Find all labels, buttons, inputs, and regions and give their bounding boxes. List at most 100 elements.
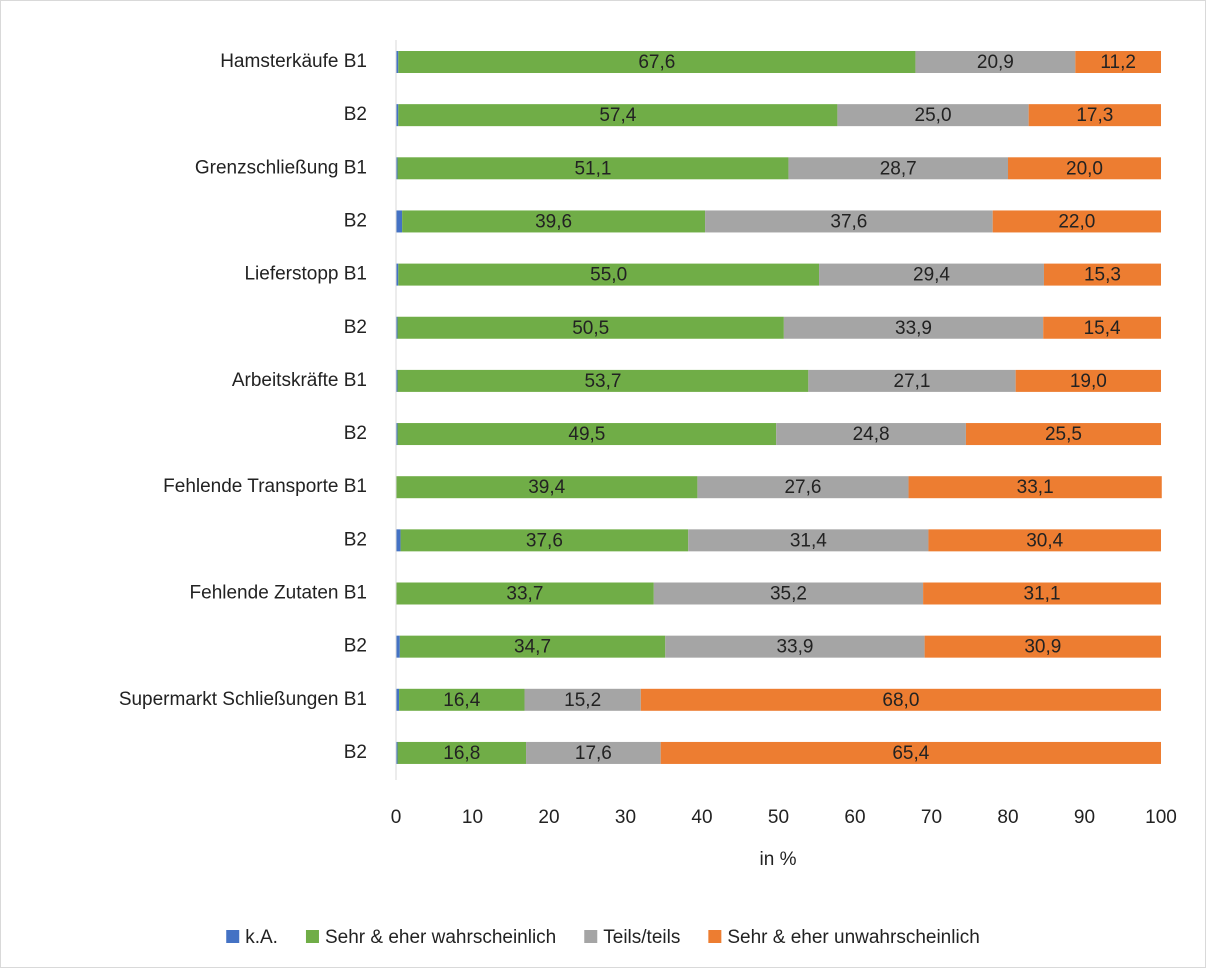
data-label: 33,9 (776, 637, 813, 658)
bar-segment (396, 423, 398, 446)
x-tick-label: 10 (462, 807, 483, 828)
y-tick-label: Hamsterkäufe B1 (220, 51, 367, 72)
bar-segment (908, 476, 1162, 499)
data-label: 37,6 (830, 211, 867, 232)
bar-segment (1043, 316, 1161, 339)
x-axis-label: in % (760, 849, 797, 870)
bar-segment (1015, 369, 1161, 392)
bar-segment (399, 635, 666, 658)
bar-segment (1028, 104, 1161, 127)
data-label: 31,4 (790, 530, 827, 551)
bar-segment (402, 210, 706, 233)
bar-segment (783, 316, 1044, 339)
x-tick-label: 80 (997, 807, 1018, 828)
data-label: 68,0 (882, 690, 919, 711)
bar-segment (396, 741, 398, 764)
bar-segment (397, 741, 527, 764)
data-label: 15,2 (564, 690, 601, 711)
bar-segment (923, 582, 1161, 605)
bar-segment (397, 157, 789, 180)
data-label: 11,2 (1100, 52, 1136, 73)
bar-segment (660, 741, 1161, 764)
data-label: 33,7 (506, 584, 543, 605)
legend-label: Sehr & eher unwahrscheinlich (727, 927, 979, 948)
x-tick-label: 70 (921, 807, 942, 828)
bar-segment (399, 688, 525, 711)
bar-segment (705, 210, 993, 233)
bar-segment (924, 635, 1161, 658)
bar-segment (396, 104, 399, 127)
bar-segment (398, 51, 916, 73)
data-label: 49,5 (568, 424, 605, 445)
data-label: 39,6 (535, 211, 572, 232)
data-label: 34,7 (514, 637, 551, 658)
legend-marker (584, 930, 598, 943)
bar-segment (398, 104, 838, 127)
legend-label: Teils/teils (603, 927, 680, 948)
bar-segment (398, 263, 820, 286)
bar-segment (1075, 51, 1161, 73)
y-tick-label: B2 (344, 742, 367, 763)
data-label: 28,7 (880, 158, 917, 179)
bar-segment (776, 423, 966, 446)
legend-label: k.A. (245, 927, 278, 948)
data-label: 16,8 (443, 743, 480, 764)
x-tick-label: 50 (768, 807, 789, 828)
bar-segment (396, 263, 399, 286)
y-tick-label: Fehlende Transporte B1 (163, 476, 367, 497)
bar-segment (397, 423, 777, 446)
data-label: 65,4 (892, 743, 929, 764)
bar-segment (396, 529, 401, 552)
x-tick-label: 90 (1074, 807, 1095, 828)
y-tick-label: Arbeitskräfte B1 (232, 370, 367, 391)
x-tick-label: 100 (1145, 807, 1177, 828)
data-label: 67,6 (638, 52, 675, 73)
bar-segment (788, 157, 1008, 180)
data-label: 20,0 (1066, 158, 1103, 179)
data-label: 15,3 (1084, 265, 1121, 286)
data-label: 33,1 (1017, 477, 1054, 498)
data-label: 19,0 (1070, 371, 1107, 392)
x-tick-label: 40 (691, 807, 712, 828)
bar-segment (526, 741, 661, 764)
x-tick-label: 20 (538, 807, 559, 828)
bar-segment (396, 635, 400, 658)
bar-segment (819, 263, 1044, 286)
bar-segment (665, 635, 925, 658)
data-label: 37,6 (526, 530, 563, 551)
data-label: 25,5 (1045, 424, 1082, 445)
legend-label: Sehr & eher wahrscheinlich (325, 927, 556, 948)
y-tick-label: B2 (344, 423, 367, 444)
y-tick-label: B2 (344, 104, 367, 125)
data-label: 51,1 (574, 158, 611, 179)
data-label: 17,6 (575, 743, 612, 764)
legend-marker (305, 930, 319, 943)
bar-segment (397, 369, 809, 392)
legend-marker (708, 930, 722, 943)
bar-segment (928, 529, 1161, 552)
data-label: 24,8 (853, 424, 890, 445)
bar-segment (697, 476, 909, 499)
bar-segment (396, 688, 400, 711)
bar-segment (965, 423, 1161, 446)
y-tick-label: B2 (344, 317, 367, 338)
data-label: 20,9 (977, 52, 1014, 73)
data-label: 30,4 (1026, 530, 1063, 551)
bar-segment (640, 688, 1161, 711)
x-tick-label: 30 (615, 807, 636, 828)
legend-marker (226, 930, 240, 943)
y-tick-label: Grenzschließung B1 (195, 157, 367, 178)
data-label: 27,6 (784, 477, 821, 498)
bar-segment (653, 582, 924, 605)
bar-segment (837, 104, 1029, 127)
bar-segment (524, 688, 641, 711)
data-label: 33,9 (895, 318, 932, 339)
bar-segment (396, 210, 403, 233)
bar-segment (396, 316, 398, 339)
data-label: 27,1 (894, 371, 931, 392)
y-tick-label: B2 (344, 636, 367, 657)
bar-segment (992, 210, 1161, 233)
data-label: 31,1 (1024, 584, 1061, 605)
bar-segment (396, 476, 698, 499)
x-tick-label: 0 (391, 807, 402, 828)
